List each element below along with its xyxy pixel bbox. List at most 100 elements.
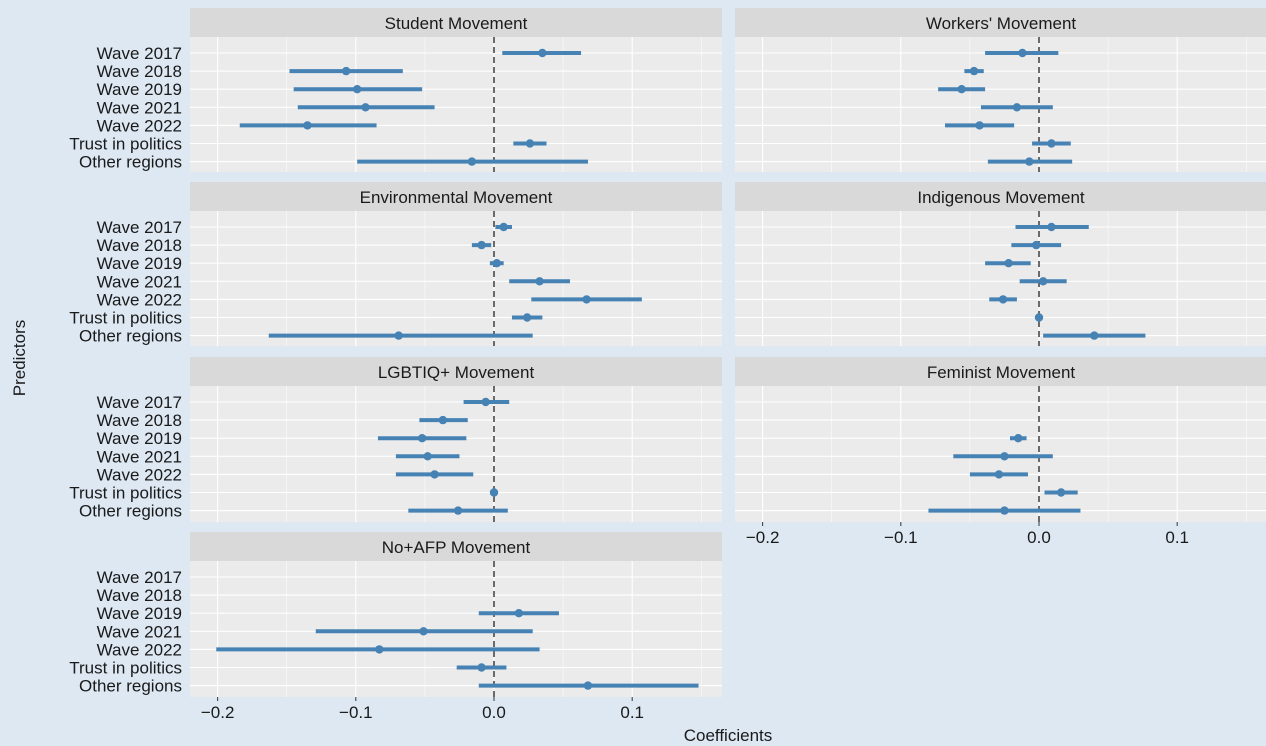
workers-movement-point-wave-2019	[957, 85, 966, 94]
indigenous-movement-point-wave-2018	[1032, 240, 1041, 250]
feminist-movement-point-wave-2019	[1014, 434, 1023, 443]
student-movement-point-wave-2017	[538, 48, 547, 58]
environmental-movement-y-tick-label: Wave 2022	[97, 290, 182, 309]
lgbtiq-movement-y-tick-label: Other regions	[79, 502, 182, 521]
student-movement-y-tick-label: Trust in politics	[69, 135, 182, 154]
indigenous-movement-title: Indigenous Movement	[917, 188, 1085, 207]
feminist-movement-point-wave-2021	[1000, 452, 1009, 461]
environmental-movement-y-tick-label: Wave 2021	[97, 272, 182, 291]
environmental-movement-point-wave-2021	[535, 277, 544, 286]
lgbtiq-movement-point-wave-2018	[438, 415, 448, 425]
workers-movement-point-wave-2022	[975, 121, 984, 130]
no-afp-movement-y-tick-label: Wave 2021	[97, 622, 182, 641]
feminist-movement-point-other-regions	[1000, 506, 1009, 515]
feminist-movement-point-wave-2022	[994, 470, 1004, 479]
lgbtiq-movement-plot-area	[190, 386, 722, 522]
student-movement-y-tick-label: Wave 2017	[97, 44, 182, 63]
student-movement-y-tick-label: Wave 2019	[97, 80, 182, 99]
student-movement-y-tick-label: Other regions	[79, 153, 182, 172]
student-movement-point-other-regions	[467, 157, 477, 166]
feminist-movement-point-trust-in-politics	[1056, 488, 1066, 497]
lgbtiq-movement-y-tick-label: Wave 2022	[97, 465, 182, 484]
workers-movement-point-wave-2021	[1012, 103, 1022, 112]
workers-movement-point-wave-2017	[1018, 48, 1027, 58]
environmental-movement-point-wave-2017	[499, 222, 508, 232]
no-afp-movement-plot-area	[190, 561, 722, 697]
feminist-movement-x-tick-label: −0.1	[884, 528, 918, 547]
environmental-movement-plot-area	[190, 211, 722, 346]
feminist-movement-x-tick-label: −0.2	[746, 528, 780, 547]
no-afp-movement-point-wave-2021	[419, 627, 428, 636]
indigenous-movement-plot-area	[735, 211, 1266, 346]
environmental-movement-point-wave-2018	[477, 240, 486, 250]
lgbtiq-movement-y-tick-label: Wave 2018	[97, 411, 182, 430]
lgbtiq-movement-y-tick-label: Wave 2017	[97, 393, 182, 412]
workers-movement-title: Workers' Movement	[926, 14, 1077, 33]
student-movement-strip	[190, 8, 722, 37]
indigenous-movement-point-other-regions	[1090, 331, 1099, 340]
no-afp-movement-strip	[190, 532, 722, 561]
student-movement-y-tick-label: Wave 2022	[97, 116, 182, 135]
no-afp-movement-x-tick-label: 0.0	[482, 703, 506, 722]
feminist-movement-title: Feminist Movement	[927, 363, 1076, 382]
workers-movement-point-wave-2018	[969, 66, 979, 76]
indigenous-movement-strip	[735, 182, 1266, 211]
environmental-movement-point-wave-2019	[492, 259, 501, 268]
indigenous-movement-point-wave-2019	[1004, 259, 1013, 268]
indigenous-movement-point-wave-2021	[1038, 277, 1048, 286]
no-afp-movement-point-wave-2022	[375, 645, 384, 654]
lgbtiq-movement-title: LGBTIQ+ Movement	[378, 363, 535, 382]
no-afp-movement-y-tick-label: Wave 2017	[97, 568, 182, 587]
no-afp-movement-y-tick-label: Wave 2022	[97, 640, 182, 659]
workers-movement-plot-area	[735, 37, 1266, 172]
no-afp-movement-title: No+AFP Movement	[382, 538, 531, 557]
no-afp-movement-y-tick-label: Wave 2018	[97, 586, 182, 605]
no-afp-movement-x-tick-label: 0.1	[620, 703, 644, 722]
environmental-movement-y-tick-label: Wave 2017	[97, 218, 182, 237]
no-afp-movement-point-wave-2019	[514, 609, 524, 618]
y-axis-title: Predictors	[10, 320, 29, 397]
feminist-movement-x-tick-label: 0.0	[1027, 528, 1051, 547]
environmental-movement-y-tick-label: Wave 2018	[97, 236, 182, 255]
workers-movement-point-trust-in-politics	[1047, 139, 1056, 148]
student-movement-point-trust-in-politics	[525, 139, 535, 148]
lgbtiq-movement-strip	[190, 357, 722, 386]
no-afp-movement-y-tick-label: Other regions	[79, 677, 182, 696]
environmental-movement-point-wave-2022	[582, 295, 591, 304]
x-axis-title: Coefficients	[684, 726, 773, 745]
no-afp-movement-x-tick-label: −0.1	[339, 703, 373, 722]
lgbtiq-movement-point-wave-2022	[430, 470, 439, 479]
environmental-movement-point-other-regions	[394, 331, 403, 340]
no-afp-movement-point-other-regions	[583, 681, 593, 690]
workers-movement-strip	[735, 8, 1266, 37]
environmental-movement-title: Environmental Movement	[360, 188, 553, 207]
workers-movement-panel: Workers' Movement	[735, 8, 1266, 172]
environmental-movement-y-tick-label: Wave 2019	[97, 254, 182, 273]
environmental-movement-y-tick-label: Other regions	[79, 327, 182, 346]
feminist-movement-panel: Feminist Movement −0.2 −0.1 0.0 0.1	[735, 357, 1266, 547]
student-movement-point-wave-2018	[341, 66, 351, 76]
indigenous-movement-panel: Indigenous Movement	[735, 182, 1266, 346]
lgbtiq-movement-y-tick-label: Trust in politics	[69, 484, 182, 503]
environmental-movement-point-trust-in-politics	[522, 313, 532, 322]
lgbtiq-movement-point-trust-in-politics	[489, 488, 499, 497]
feminist-movement-plot-area	[735, 386, 1266, 522]
lgbtiq-movement-y-tick-label: Wave 2019	[97, 429, 182, 448]
environmental-movement-y-tick-label: Trust in politics	[69, 309, 182, 328]
no-afp-movement-point-trust-in-politics	[477, 663, 486, 672]
feminist-movement-strip	[735, 357, 1266, 386]
lgbtiq-movement-point-wave-2021	[423, 452, 432, 461]
no-afp-movement-y-tick-label: Trust in politics	[69, 659, 182, 678]
workers-movement-point-other-regions	[1025, 157, 1034, 166]
student-movement-plot-area	[190, 37, 722, 172]
feminist-movement-x-tick-label: 0.1	[1165, 528, 1189, 547]
student-movement-y-tick-label: Wave 2021	[97, 98, 182, 117]
lgbtiq-movement-point-other-regions	[453, 506, 463, 515]
indigenous-movement-point-wave-2017	[1047, 222, 1056, 232]
indigenous-movement-point-trust-in-politics	[1034, 313, 1044, 322]
